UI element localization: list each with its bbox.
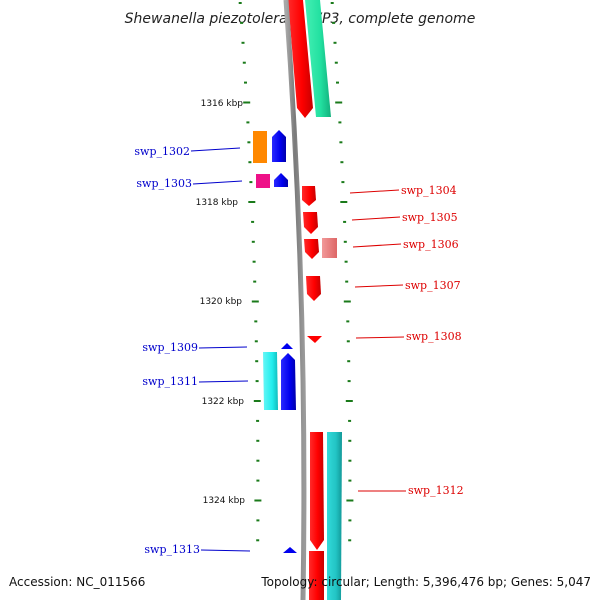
- leader-line: [192, 180, 243, 185]
- gene-label-swp-1308[interactable]: swp_1308: [406, 330, 462, 343]
- gene-arrow-red-1306: [304, 239, 319, 259]
- leader-line: [351, 216, 401, 221]
- gene-label-swp-1305[interactable]: swp_1305: [402, 211, 458, 224]
- gene-bar-lightcyan-1311: [263, 352, 278, 410]
- leader-line: [190, 147, 241, 152]
- gene-label-swp-1307[interactable]: swp_1307: [405, 279, 461, 292]
- right-gene-labels: swp_1304 swp_1305 swp_1306 swp_1307 swp_…: [349, 184, 464, 497]
- gene-arrow-red-top: [288, 0, 313, 118]
- leader-line: [349, 189, 400, 194]
- gene-label-swp-1303[interactable]: swp_1303: [136, 177, 192, 190]
- scale-label-1318: 1318 kbp: [196, 198, 239, 208]
- scale-labels: 1316 kbp 1318 kbp 1320 kbp 1322 kbp 1324…: [196, 99, 246, 506]
- leader-line: [200, 549, 251, 552]
- gene-arrow-blue-1302: [272, 130, 286, 162]
- gene-label-swp-1306[interactable]: swp_1306: [403, 238, 459, 251]
- leader-line: [354, 284, 404, 288]
- gene-arrow-red-1307: [306, 276, 321, 301]
- gene-label-swp-1312[interactable]: swp_1312: [408, 484, 464, 497]
- tick-marks: [238, 2, 354, 542]
- leader-line: [352, 243, 402, 248]
- gene-arrow-blue-1313: [283, 547, 297, 553]
- gene-arrow-blue-1303: [274, 173, 288, 187]
- gene-arrow-red-1305: [303, 212, 318, 234]
- gene-label-swp-1309[interactable]: swp_1309: [142, 341, 198, 354]
- gene-arrow-red-1304: [302, 186, 316, 206]
- gene-pink-1306: [322, 238, 337, 258]
- genome-backbone: [283, 0, 307, 600]
- scale-label-1320: 1320 kbp: [200, 297, 243, 307]
- gene-arrow-blue-1309: [281, 343, 293, 349]
- gene-bar-cyan-bottom: [327, 432, 342, 600]
- leader-line: [198, 380, 249, 383]
- gene-glyphs: [253, 130, 337, 553]
- gene-arrow-red-bottom-1: [310, 432, 324, 550]
- scale-label-1316: 1316 kbp: [201, 99, 244, 109]
- gene-bar-green-top: [305, 0, 331, 117]
- accession-text: Accession: NC_011566: [9, 575, 145, 589]
- leader-line: [355, 336, 405, 339]
- gene-label-swp-1313[interactable]: swp_1313: [144, 543, 200, 556]
- gene-magenta: [256, 174, 270, 188]
- gene-label-swp-1304[interactable]: swp_1304: [401, 184, 457, 197]
- gene-label-swp-1302[interactable]: swp_1302: [134, 145, 190, 158]
- scale-label-1324: 1324 kbp: [203, 496, 246, 506]
- feature-bars: [288, 0, 342, 600]
- gene-arrow-red-1308: [307, 336, 322, 343]
- gene-label-swp-1311[interactable]: swp_1311: [142, 375, 198, 388]
- gene-orange: [253, 131, 267, 163]
- gene-bar-red-bottom-2: [309, 551, 324, 600]
- topology-text: Topology: circular; Length: 5,396,476 bp…: [260, 575, 591, 589]
- left-gene-labels: swp_1302 swp_1303 swp_1309 swp_1311 swp_…: [134, 145, 251, 556]
- scale-label-1322: 1322 kbp: [202, 397, 245, 407]
- gene-arrow-blue-1311: [281, 353, 296, 410]
- leader-line: [198, 346, 248, 349]
